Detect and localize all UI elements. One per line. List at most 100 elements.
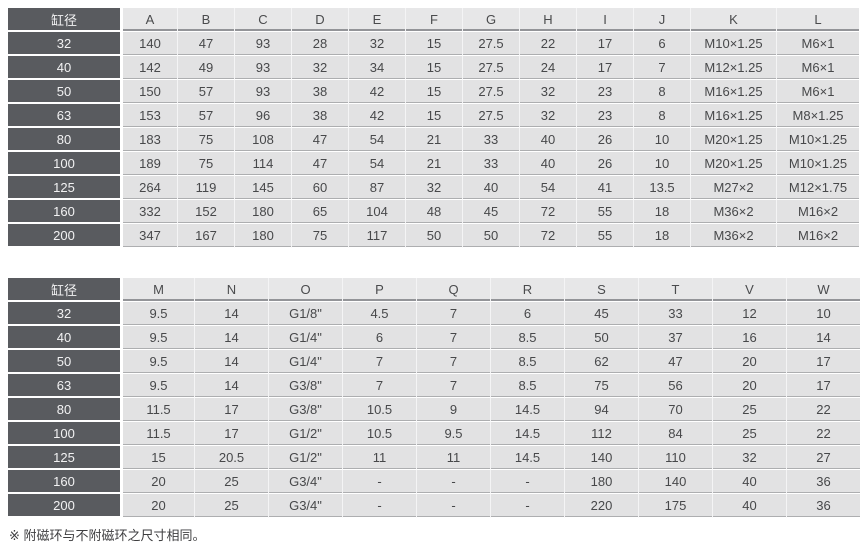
dimension-value-cell: 14 xyxy=(194,350,268,374)
bore-diameter-header: 缸径 xyxy=(8,278,120,302)
column-header-S: S xyxy=(564,278,638,302)
dimension-value-cell: 93 xyxy=(234,32,291,56)
dimension-value-cell: 87 xyxy=(348,176,405,200)
dimension-value-cell: 152 xyxy=(177,200,234,224)
dimension-value-cell: 37 xyxy=(638,326,712,350)
dimension-value-cell: 38 xyxy=(291,104,348,128)
dimension-value-cell: 23 xyxy=(576,104,633,128)
dimension-value-cell: 26 xyxy=(576,152,633,176)
dimension-value-cell: 50 xyxy=(564,326,638,350)
column-header-L: L xyxy=(776,8,859,32)
dimension-value-cell: 189 xyxy=(120,152,177,176)
dimension-value-cell: 40 xyxy=(712,470,786,494)
dimension-value-cell: 20 xyxy=(712,350,786,374)
dimension-value-cell: 15 xyxy=(120,446,194,470)
dimension-value-cell: M20×1.25 xyxy=(690,152,776,176)
dimension-value-cell: 32 xyxy=(405,176,462,200)
dimension-value-cell: 180 xyxy=(234,224,291,248)
bore-size-label: 125 xyxy=(8,176,120,200)
dimension-value-cell: 32 xyxy=(519,80,576,104)
dimension-value-cell: 72 xyxy=(519,224,576,248)
dimension-value-cell: 153 xyxy=(120,104,177,128)
dimension-value-cell: M27×2 xyxy=(690,176,776,200)
bore-size-label: 160 xyxy=(8,470,120,494)
dimension-value-cell: M16×2 xyxy=(776,200,859,224)
dimension-value-cell: 10.5 xyxy=(342,398,416,422)
dimension-value-cell: 60 xyxy=(291,176,348,200)
dimension-value-cell: M12×1.25 xyxy=(690,56,776,80)
dimension-value-cell: 9.5 xyxy=(120,374,194,398)
dimension-value-cell: M6×1 xyxy=(776,56,859,80)
dimension-value-cell: 20 xyxy=(712,374,786,398)
column-header-K: K xyxy=(690,8,776,32)
dimension-value-cell: 55 xyxy=(576,224,633,248)
dimension-value-cell: 22 xyxy=(786,398,860,422)
dimension-value-cell: 183 xyxy=(120,128,177,152)
dimension-value-cell: 14.5 xyxy=(490,446,564,470)
dimension-value-cell: 22 xyxy=(786,422,860,446)
column-header-B: B xyxy=(177,8,234,32)
dimension-value-cell: 32 xyxy=(519,104,576,128)
bore-size-label: 63 xyxy=(8,374,120,398)
dimension-value-cell: 140 xyxy=(120,32,177,56)
dimension-value-cell: 20 xyxy=(120,494,194,518)
dimension-value-cell: 17 xyxy=(786,374,860,398)
dimension-value-cell: M16×2 xyxy=(776,224,859,248)
dimension-value-cell: 56 xyxy=(638,374,712,398)
dimension-value-cell: 16 xyxy=(712,326,786,350)
dimension-value-cell: 104 xyxy=(348,200,405,224)
column-header-F: F xyxy=(405,8,462,32)
dimension-value-cell: 21 xyxy=(405,128,462,152)
dimension-value-cell: M20×1.25 xyxy=(690,128,776,152)
dimension-value-cell: 33 xyxy=(462,152,519,176)
dimension-value-cell: 114 xyxy=(234,152,291,176)
dimension-value-cell: 167 xyxy=(177,224,234,248)
dimension-value-cell: - xyxy=(416,470,490,494)
column-header-D: D xyxy=(291,8,348,32)
column-header-H: H xyxy=(519,8,576,32)
column-header-A: A xyxy=(120,8,177,32)
dimension-value-cell: 57 xyxy=(177,104,234,128)
table-row: 160 332 152 180 65 104 48 45 72 55 18 M36×2 M16×2 xyxy=(8,200,859,224)
dimension-value-cell: 25 xyxy=(712,398,786,422)
bore-diameter-header: 缸径 xyxy=(8,8,120,32)
dimension-value-cell: 7 xyxy=(416,350,490,374)
dimension-value-cell: M12×1.75 xyxy=(776,176,859,200)
dimension-value-cell: 10 xyxy=(633,152,690,176)
dimension-value-cell: 70 xyxy=(638,398,712,422)
table-row: 160 20 25 G3/4" - - -180 140 40 36 xyxy=(8,470,860,494)
dimension-value-cell: 7 xyxy=(633,56,690,80)
dimension-value-cell: 10.5 xyxy=(342,422,416,446)
dimension-table-a-l: 缸径 A B C D E F G H I J K L 32 140 47 93 28 32 15 27.5 22 17 6 M1… xyxy=(8,8,859,248)
dimension-value-cell: 264 xyxy=(120,176,177,200)
column-header-J: J xyxy=(633,8,690,32)
dimension-value-cell: 15 xyxy=(405,80,462,104)
dimension-value-cell: 8.5 xyxy=(490,326,564,350)
bore-size-label: 100 xyxy=(8,152,120,176)
dimension-value-cell: 27.5 xyxy=(462,104,519,128)
dimension-value-cell: 12 xyxy=(712,302,786,326)
dimension-value-cell: 145 xyxy=(234,176,291,200)
dimension-value-cell: 50 xyxy=(462,224,519,248)
dimension-value-cell: 15 xyxy=(405,56,462,80)
dimension-value-cell: 57 xyxy=(177,80,234,104)
dimension-value-cell: 17 xyxy=(576,56,633,80)
dimension-value-cell: 4.5 xyxy=(342,302,416,326)
dimension-value-cell: 27.5 xyxy=(462,56,519,80)
dimension-value-cell: 9.5 xyxy=(120,350,194,374)
bore-size-label: 40 xyxy=(8,326,120,350)
footnote: ※ 附磁环与不附磁环之尺寸相同。 xyxy=(8,527,859,544)
dimension-value-cell: 17 xyxy=(194,422,268,446)
column-header-T: T xyxy=(638,278,712,302)
dimension-value-cell: 93 xyxy=(234,56,291,80)
dimension-value-cell: G1/4" xyxy=(268,350,342,374)
dimension-value-cell: 75 xyxy=(177,128,234,152)
dimension-value-cell: 24 xyxy=(519,56,576,80)
table-row: 125 15 20.5 G1/2" 11 11 14.5 140 110 32 27 xyxy=(8,446,860,470)
table-row: 100 11.5 17 G1/2" 10.5 9.5 14.5 112 84 25 22 xyxy=(8,422,860,446)
dimension-value-cell: 6 xyxy=(633,32,690,56)
dimension-value-cell: G3/8" xyxy=(268,374,342,398)
column-header-G: G xyxy=(462,8,519,32)
dimension-value-cell: 75 xyxy=(291,224,348,248)
dimension-value-cell: - xyxy=(490,494,564,518)
